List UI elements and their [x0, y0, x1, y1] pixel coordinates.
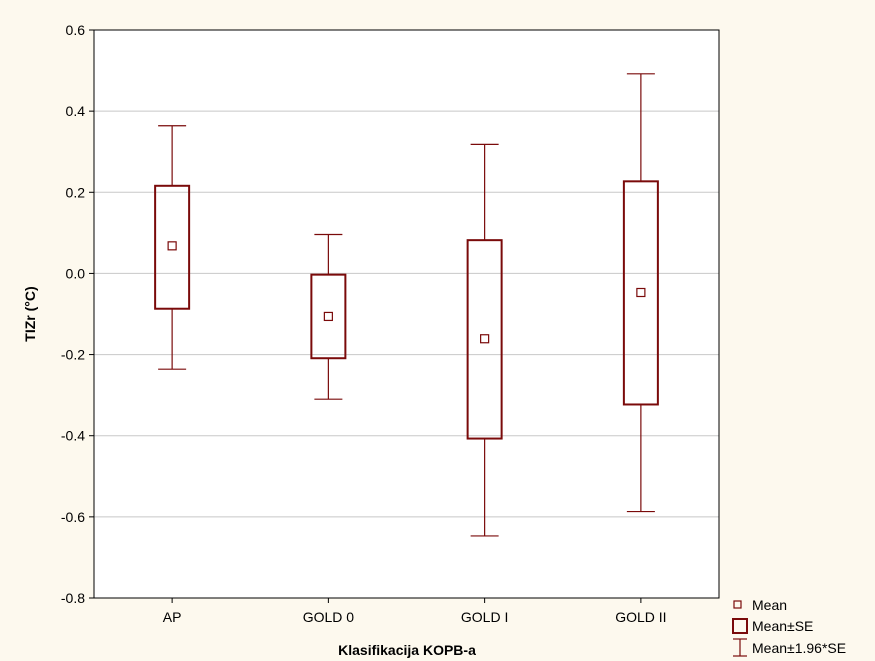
y-tick-label: 0.4 — [66, 103, 86, 119]
y-tick-label: -0.6 — [61, 509, 85, 525]
x-tick-label: AP — [163, 609, 182, 625]
x-tick-label: GOLD 0 — [303, 609, 355, 625]
legend-ci-label: Mean±1.96*SE — [752, 640, 846, 656]
plot-frame — [93, 29, 720, 599]
boxes — [154, 73, 659, 537]
y-tick-label: 0.6 — [66, 22, 86, 38]
box-group-ap — [154, 125, 191, 370]
se-box — [154, 184, 191, 310]
legend-mean-label: Mean — [752, 597, 787, 613]
legend-se-label: Mean±SE — [752, 618, 813, 634]
se-box — [622, 180, 659, 406]
x-tick-label: GOLD II — [615, 609, 666, 625]
legend-mean-icon — [733, 600, 742, 609]
grid — [94, 110, 719, 518]
y-tick-label: -0.8 — [61, 590, 85, 606]
legend: Mean Mean±SE Mean±1.96*SE — [732, 597, 846, 657]
y-axis: -0.8 -0.6 -0.4 -0.2 0.0 0.2 0.4 0.6 — [61, 22, 94, 606]
y-tick-label: -0.2 — [61, 347, 85, 363]
x-axis: AP GOLD 0 GOLD I GOLD II — [163, 598, 667, 625]
x-axis-title: Klasifikacija KOPB-a — [338, 642, 476, 658]
box-group-gold-i — [466, 143, 503, 537]
se-box — [310, 273, 347, 360]
y-axis-title: TIZr (°C) — [22, 286, 38, 341]
mean-marker — [636, 287, 646, 298]
legend-ci-icon — [733, 638, 747, 657]
legend-se-icon — [732, 618, 748, 634]
plot-area — [94, 30, 719, 598]
y-tick-label: -0.4 — [61, 428, 85, 444]
box-group-gold-ii — [622, 73, 659, 513]
mean-marker — [323, 311, 333, 322]
mean-marker — [167, 241, 177, 251]
y-tick-label: 0.0 — [66, 265, 86, 281]
mean-marker — [480, 334, 490, 344]
y-tick-label: 0.2 — [66, 184, 86, 200]
se-box — [466, 239, 503, 440]
x-tick-label: GOLD I — [461, 609, 508, 625]
box-group-gold-0 — [310, 233, 347, 400]
